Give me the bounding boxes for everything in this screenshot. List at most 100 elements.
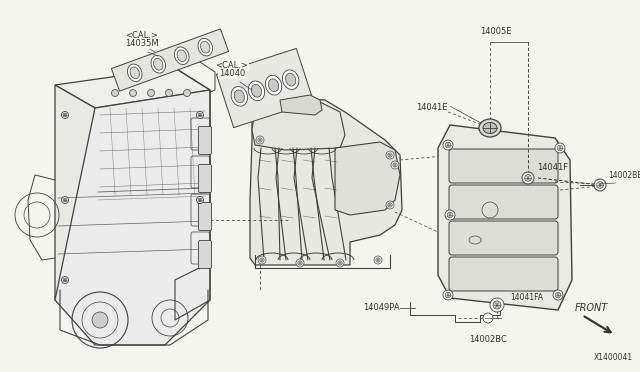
Circle shape [256,136,264,144]
Circle shape [198,198,202,202]
Circle shape [445,292,451,298]
Ellipse shape [268,79,279,92]
Circle shape [61,276,68,283]
Polygon shape [250,98,402,265]
Text: 14005E: 14005E [480,27,512,36]
Circle shape [386,201,394,209]
Text: 14002BC: 14002BC [469,335,507,344]
Circle shape [61,112,68,119]
Ellipse shape [248,81,265,100]
Circle shape [298,261,302,265]
Circle shape [92,312,108,328]
Circle shape [388,153,392,157]
Circle shape [374,256,382,264]
FancyBboxPatch shape [449,257,558,291]
Circle shape [393,163,397,167]
Ellipse shape [154,58,163,70]
Circle shape [336,259,344,267]
Text: 14035M: 14035M [125,39,159,48]
Ellipse shape [479,119,501,137]
Polygon shape [55,90,210,345]
Ellipse shape [127,64,142,81]
Circle shape [260,258,264,262]
Circle shape [338,261,342,265]
Circle shape [525,175,531,181]
Circle shape [493,301,501,309]
Text: X1400041: X1400041 [594,353,633,362]
Circle shape [386,151,394,159]
Polygon shape [55,85,95,320]
Text: <CAL.>: <CAL.> [125,31,159,40]
Circle shape [447,212,452,218]
Circle shape [490,298,504,312]
Ellipse shape [198,38,212,56]
Ellipse shape [483,122,497,134]
Ellipse shape [130,67,140,78]
Text: 14049PA: 14049PA [364,304,400,312]
Circle shape [111,90,118,96]
Circle shape [166,90,173,96]
Polygon shape [280,95,322,115]
Circle shape [196,196,204,203]
Text: FRONT: FRONT [575,303,608,313]
Circle shape [556,292,561,298]
Polygon shape [111,29,228,91]
Circle shape [196,112,204,119]
Circle shape [443,140,453,150]
Circle shape [596,182,604,188]
Circle shape [296,259,304,267]
Polygon shape [216,48,314,128]
Circle shape [522,172,534,184]
Circle shape [258,138,262,142]
Circle shape [492,299,502,311]
Text: 14041FA: 14041FA [510,294,543,302]
Circle shape [443,290,453,300]
Polygon shape [438,125,572,310]
Circle shape [184,90,191,96]
Circle shape [445,210,455,220]
FancyBboxPatch shape [198,164,211,192]
Circle shape [258,256,266,264]
Ellipse shape [252,84,262,97]
FancyBboxPatch shape [449,185,558,219]
Text: 14002BB: 14002BB [608,170,640,180]
Circle shape [445,142,451,148]
Ellipse shape [177,50,186,62]
Ellipse shape [266,76,282,95]
Ellipse shape [175,47,189,64]
Circle shape [594,179,606,191]
Ellipse shape [285,73,296,86]
Circle shape [63,113,67,117]
Polygon shape [335,142,400,215]
Ellipse shape [200,41,210,53]
Polygon shape [55,68,210,108]
FancyBboxPatch shape [449,149,558,183]
Text: <CAL.>: <CAL.> [216,61,248,70]
FancyBboxPatch shape [198,126,211,154]
Ellipse shape [151,55,166,73]
Circle shape [63,198,67,202]
Text: 14041E: 14041E [417,103,448,112]
Circle shape [391,161,399,169]
Text: 14040: 14040 [219,69,245,78]
Circle shape [557,145,563,151]
Circle shape [129,90,136,96]
Ellipse shape [282,70,299,90]
Circle shape [555,143,565,153]
Circle shape [147,90,154,96]
Circle shape [198,113,202,117]
Text: 14041F: 14041F [537,164,568,173]
Circle shape [63,278,67,282]
Circle shape [494,302,500,308]
Polygon shape [252,100,345,150]
Circle shape [483,313,493,323]
Circle shape [61,196,68,203]
Circle shape [376,258,380,262]
Ellipse shape [231,87,248,106]
FancyBboxPatch shape [449,221,558,255]
FancyBboxPatch shape [198,241,211,269]
Circle shape [388,203,392,207]
Ellipse shape [234,90,244,103]
Circle shape [553,290,563,300]
FancyBboxPatch shape [198,202,211,231]
